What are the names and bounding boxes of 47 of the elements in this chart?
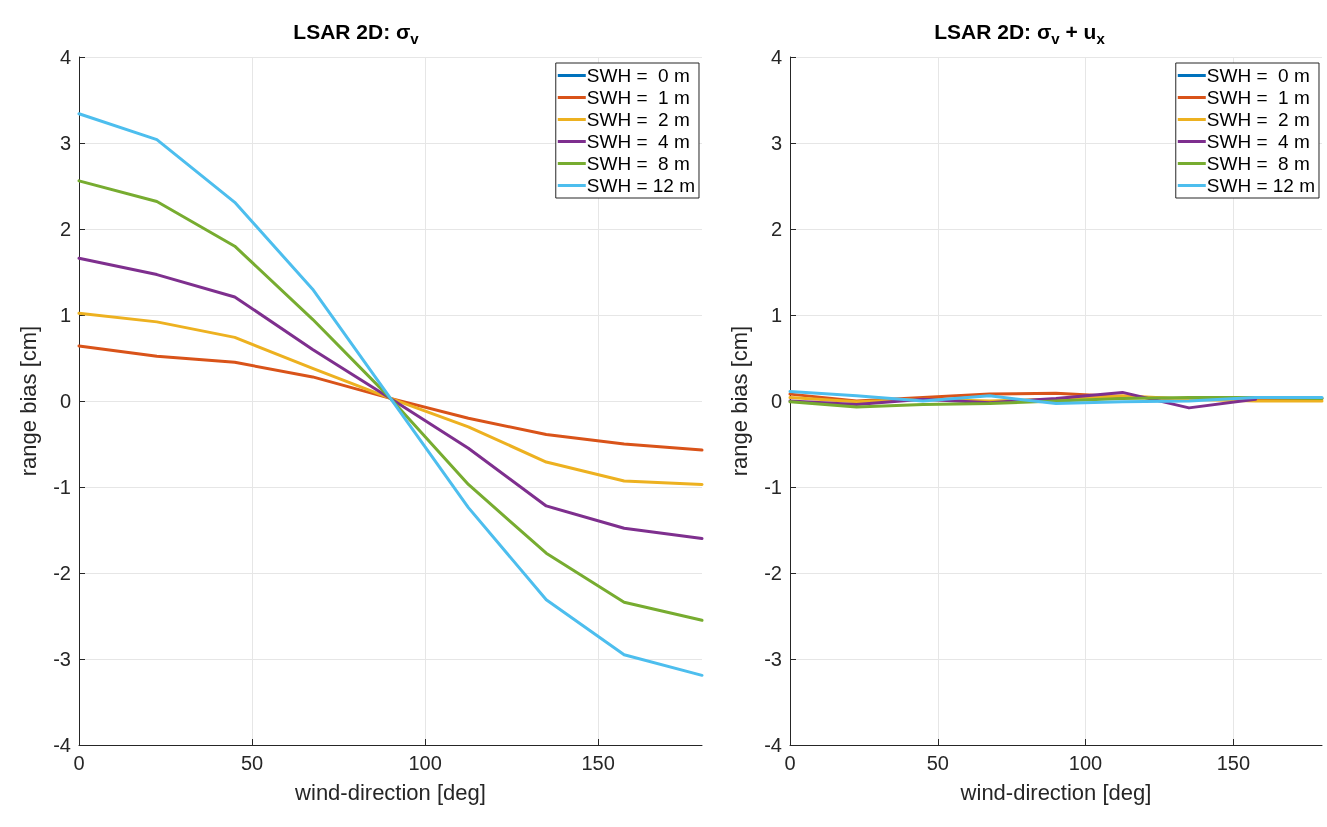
x-axis-title: wind-direction [deg] [294, 779, 486, 805]
legend-label: SWH = 1 m [1206, 87, 1310, 108]
line-series [77, 112, 704, 677]
y-tick-label: 3 [770, 132, 782, 154]
x-tick-label: 150 [581, 752, 615, 774]
y-tick-label: -2 [764, 562, 782, 584]
line-series [77, 311, 704, 486]
legend-label: SWH = 0 m [586, 65, 690, 86]
y-tick-label: 2 [770, 218, 782, 240]
x-tick-label: 0 [73, 752, 85, 774]
y-tick-label: 4 [59, 46, 71, 68]
y-tick-label: 3 [59, 132, 71, 154]
line-series [77, 344, 704, 452]
legend-label: SWH = 1 m [586, 87, 690, 108]
x-tick-label: 50 [240, 752, 264, 774]
x-tick-label: 100 [408, 752, 442, 774]
legend-label: SWH = 4 m [1206, 131, 1310, 152]
legend-label: SWH = 2 m [586, 109, 690, 130]
y-tick-label: -4 [764, 734, 782, 756]
line-series [77, 256, 704, 541]
y-tick-label: 0 [770, 390, 782, 412]
legend-label: SWH = 12 m [1206, 175, 1316, 196]
y-tick-label: -3 [764, 648, 782, 670]
legend-label: SWH = 0 m [1206, 65, 1310, 86]
y-tick-label: -2 [53, 562, 71, 584]
legend-label: SWH = 12 m [586, 175, 696, 196]
y-axis-title: range bias [cm] [15, 325, 41, 477]
y-tick-label: 1 [59, 304, 71, 326]
legend-label: SWH = 4 m [586, 131, 690, 152]
x-tick-label: 100 [1068, 752, 1103, 774]
y-tick-label: -1 [53, 476, 71, 498]
y-tick-label: 0 [59, 390, 71, 412]
y-tick-label: 1 [770, 304, 782, 326]
y-tick-label: 4 [770, 46, 782, 68]
x-tick-label: 50 [926, 752, 949, 774]
line-series [77, 179, 704, 622]
y-tick-label: 2 [59, 218, 71, 240]
x-tick-label: 150 [1216, 752, 1251, 774]
y-tick-label: -4 [53, 734, 71, 756]
y-axis-title: range bias [cm] [726, 325, 752, 477]
legend-label: SWH = 8 m [1206, 153, 1310, 174]
y-tick-label: -3 [53, 648, 71, 670]
y-tick-label: -1 [764, 476, 782, 498]
legend-label: SWH = 8 m [586, 153, 690, 174]
x-axis-title: wind-direction [deg] [959, 779, 1152, 805]
x-tick-label: 0 [784, 752, 796, 774]
legend-label: SWH = 2 m [1206, 109, 1310, 130]
